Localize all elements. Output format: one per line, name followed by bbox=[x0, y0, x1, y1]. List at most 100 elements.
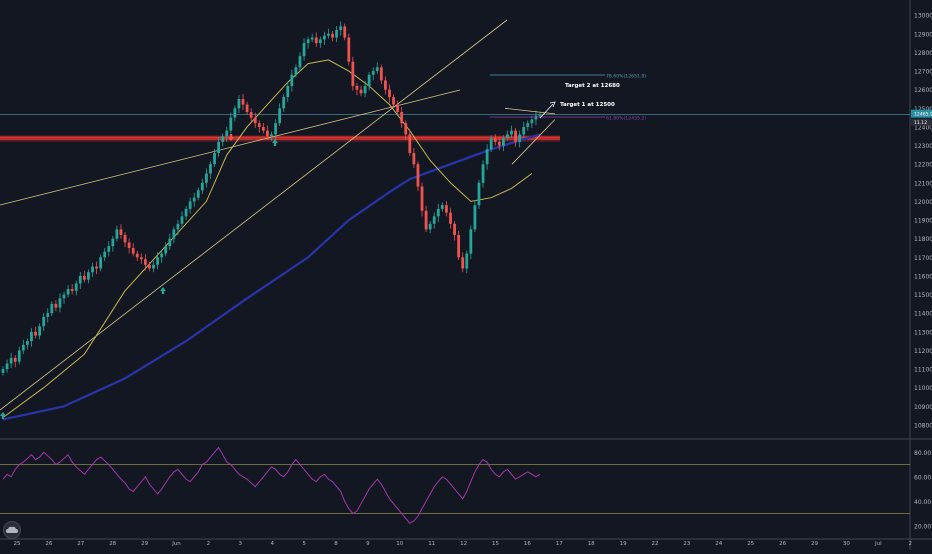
candle-body bbox=[347, 37, 351, 62]
date-tick-label: 11 bbox=[428, 541, 435, 547]
price-tick-label: 11100.0 bbox=[914, 367, 932, 374]
candle-body bbox=[17, 350, 21, 362]
candle-body bbox=[42, 316, 46, 327]
countdown-badge-text: 11.12 bbox=[914, 120, 927, 126]
candle-body bbox=[30, 331, 33, 342]
date-tick-label: 30 bbox=[843, 541, 850, 547]
candle-body bbox=[445, 205, 448, 213]
candle-body bbox=[253, 117, 257, 124]
date-tick-label: 9 bbox=[366, 541, 370, 547]
candle-body bbox=[74, 283, 78, 291]
candle-body bbox=[217, 141, 221, 154]
candle-body bbox=[318, 39, 322, 44]
candle-body bbox=[538, 114, 542, 116]
arrow-up-icon bbox=[549, 101, 556, 108]
price-tick-label: 13000.0 bbox=[914, 13, 932, 20]
date-tick-label: 18 bbox=[588, 541, 595, 547]
date-tick-label: 10 bbox=[396, 541, 403, 547]
candle-body bbox=[522, 126, 526, 135]
candle-body bbox=[139, 257, 143, 260]
candle-body bbox=[9, 357, 13, 364]
candle-body bbox=[339, 26, 343, 31]
candle-body bbox=[327, 33, 330, 36]
candle-body bbox=[343, 26, 347, 38]
price-tick-label: 10900.0 bbox=[914, 404, 932, 411]
rsi-tick-label: 60.00 bbox=[914, 474, 931, 481]
candle-body bbox=[302, 43, 306, 57]
candle-body bbox=[13, 357, 17, 362]
candle-body bbox=[274, 123, 277, 135]
candle-body bbox=[367, 74, 371, 86]
price-tick-label: 12600.0 bbox=[914, 87, 932, 94]
candles-group bbox=[1, 21, 542, 376]
candle-body bbox=[335, 30, 338, 38]
price-tick-label: 12400.0 bbox=[914, 124, 932, 131]
candle-body bbox=[408, 134, 412, 154]
candle-body bbox=[473, 205, 477, 230]
candle-body bbox=[95, 266, 98, 269]
trendline-steep bbox=[0, 19, 508, 411]
candle-body bbox=[534, 115, 538, 120]
candle-body bbox=[457, 234, 461, 258]
candle-body bbox=[5, 363, 9, 370]
candle-body bbox=[501, 138, 505, 146]
candle-body bbox=[82, 275, 86, 280]
candle-body bbox=[66, 288, 70, 295]
candle-body bbox=[331, 33, 334, 38]
candle-body bbox=[530, 119, 534, 124]
price-tick-label: 11500.0 bbox=[914, 292, 932, 299]
candle-body bbox=[526, 123, 530, 127]
candle-body bbox=[294, 67, 298, 75]
date-tick-label: 25 bbox=[14, 541, 21, 547]
candle-body bbox=[91, 266, 94, 273]
candle-body bbox=[115, 229, 119, 239]
candle-body bbox=[192, 197, 196, 202]
candle-body bbox=[233, 108, 237, 118]
candle-body bbox=[200, 182, 204, 191]
candle-body bbox=[26, 341, 29, 345]
candle-body bbox=[278, 108, 282, 124]
price-tick-label: 11800.0 bbox=[914, 236, 932, 243]
candle-body bbox=[107, 246, 111, 252]
projection-arrow-line bbox=[539, 103, 554, 119]
candle-body bbox=[237, 98, 241, 109]
candle-body bbox=[266, 130, 269, 137]
candle-body bbox=[322, 35, 326, 40]
candle-body bbox=[131, 248, 135, 254]
price-tick-label: 11700.0 bbox=[914, 255, 932, 262]
date-tick-label: 23 bbox=[683, 541, 690, 547]
buy-signal-arrow-up-icon bbox=[0, 412, 6, 419]
candle-body bbox=[103, 251, 107, 258]
buy-signal-arrow-up-icon bbox=[160, 287, 166, 294]
date-tick-label: 28 bbox=[109, 541, 116, 547]
candle-body bbox=[209, 164, 212, 174]
candle-body bbox=[310, 37, 314, 40]
candle-body bbox=[453, 223, 456, 235]
rsi-tick-label: 80.00 bbox=[914, 450, 931, 457]
date-tick-label: 24 bbox=[715, 541, 722, 547]
candle-body bbox=[135, 253, 139, 258]
candle-body bbox=[461, 257, 465, 269]
candle-body bbox=[371, 71, 375, 75]
candle-body bbox=[485, 149, 489, 165]
candle-body bbox=[225, 130, 229, 137]
candle-body bbox=[282, 97, 286, 109]
price-tick-label: 12300.0 bbox=[914, 143, 932, 150]
candle-body bbox=[87, 272, 90, 280]
candle-body bbox=[180, 216, 184, 224]
candle-body bbox=[241, 98, 245, 105]
candle-body bbox=[148, 264, 151, 269]
candle-body bbox=[38, 326, 42, 336]
candle-body bbox=[123, 234, 127, 243]
tradingview-cloud-icon[interactable] bbox=[3, 521, 21, 539]
candle-body bbox=[46, 313, 50, 317]
price-tick-label: 12000.0 bbox=[914, 199, 932, 206]
price-tick-label: 11300.0 bbox=[914, 329, 932, 336]
candle-body bbox=[388, 89, 391, 98]
candle-body bbox=[172, 229, 176, 239]
date-tick-label: 22 bbox=[652, 541, 659, 547]
candle-body bbox=[188, 201, 192, 209]
triangle-top bbox=[504, 107, 556, 115]
